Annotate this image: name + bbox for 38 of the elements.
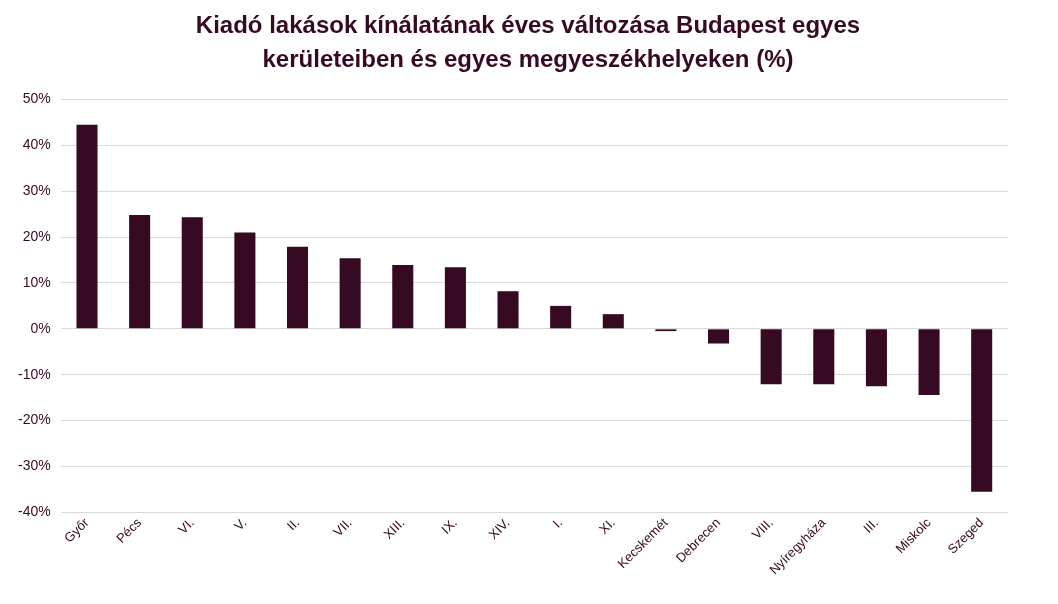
x-tick-label: IX.	[438, 515, 461, 537]
y-tick-label: 30%	[22, 182, 51, 199]
bar	[708, 329, 730, 344]
bar	[760, 329, 782, 385]
x-tick-label: XI.	[596, 515, 618, 537]
y-tick-label: 50%	[22, 90, 51, 107]
bar	[550, 306, 572, 329]
x-tick-label: V.	[231, 515, 250, 534]
x-tick-label: XIII.	[380, 515, 408, 543]
y-tick-label: -40%	[18, 503, 51, 520]
chart-title: Kiadó lakások kínálatának éves változása Budapest egyes kerületeiben és egyes megyeszékhelyeken (%)	[194, 10, 862, 74]
bar	[181, 217, 203, 329]
bar	[76, 124, 98, 329]
y-tick-label: -20%	[18, 411, 51, 428]
y-tick-label: -30%	[18, 457, 51, 474]
x-tick-label: I.	[549, 515, 566, 531]
y-tick-label: 20%	[22, 228, 51, 245]
x-tick-label: XIV.	[485, 515, 513, 543]
bar	[129, 215, 151, 329]
x-tick-label: III.	[860, 515, 882, 536]
bar	[339, 258, 361, 329]
y-tick-label: 0%	[30, 319, 51, 336]
x-tick-label: II.	[283, 515, 303, 534]
bar	[813, 329, 835, 385]
y-tick-label: 10%	[22, 273, 51, 290]
bar	[234, 232, 256, 329]
x-tick-label: VI.	[175, 515, 197, 537]
x-tick-label: VII.	[330, 515, 355, 540]
bar	[286, 246, 309, 329]
bar	[918, 329, 940, 396]
bar	[444, 267, 466, 329]
bar	[971, 329, 993, 492]
bar	[497, 291, 519, 329]
bar	[392, 265, 414, 329]
bar	[865, 329, 887, 387]
y-tick-label: -10%	[18, 365, 51, 382]
y-tick-label: 40%	[22, 136, 51, 153]
bar	[602, 314, 624, 329]
